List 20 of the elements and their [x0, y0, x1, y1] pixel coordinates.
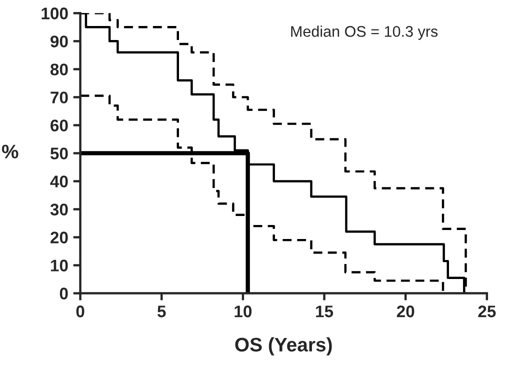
y-tick-label: 0 [60, 288, 68, 300]
y-axis-title: % [2, 144, 18, 158]
x-tick-label: 20 [396, 306, 414, 318]
x-tick-label: 15 [316, 306, 334, 318]
x-tick-label: 10 [234, 306, 252, 318]
y-tick-label: 100 [42, 8, 68, 20]
y-tick-label: 60 [50, 120, 68, 132]
y-tick-label: 80 [50, 64, 68, 76]
y-tick-label: 10 [50, 260, 68, 272]
y-tick-label: 70 [50, 92, 68, 104]
x-tick-label: 0 [76, 306, 84, 318]
x-tick-label: 5 [157, 306, 166, 318]
annotation: Median OS = 10.3 yrs [291, 26, 438, 40]
x-axis-title: OS (Years) [235, 337, 332, 356]
y-tick-label: 40 [50, 176, 68, 188]
y-tick-label: 90 [50, 36, 68, 48]
y-tick-label: 30 [50, 204, 68, 216]
y-tick-label: 50 [50, 148, 68, 160]
x-tick-label: 25 [478, 306, 496, 318]
y-tick-label: 20 [50, 232, 68, 244]
